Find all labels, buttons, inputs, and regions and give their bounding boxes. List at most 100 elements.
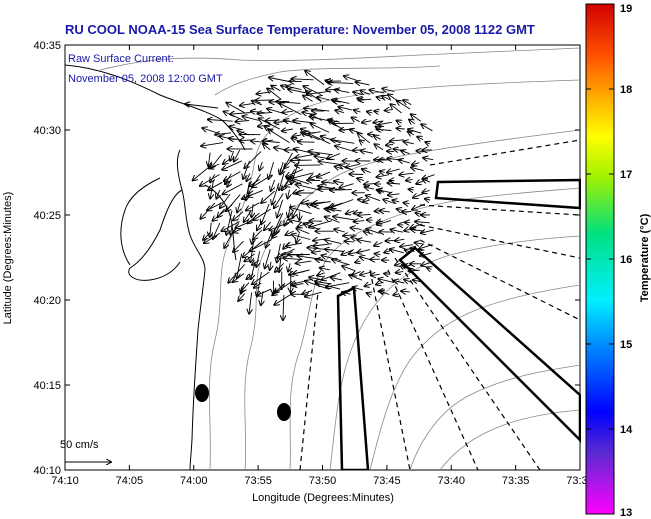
- current-vector: [309, 220, 333, 228]
- current-vector: [349, 275, 363, 281]
- current-vector: [303, 96, 313, 102]
- current-vector: [207, 201, 224, 210]
- current-vector: [218, 208, 225, 217]
- current-vector: [342, 266, 356, 272]
- current-vector: [317, 171, 331, 177]
- x-tick-label: 73:55: [244, 475, 272, 487]
- colorbar-tick-label: 16: [620, 254, 632, 266]
- shipping-lanes: [299, 139, 581, 470]
- current-vector: [220, 193, 231, 208]
- station-marker: [277, 403, 291, 421]
- current-vector: [228, 264, 246, 282]
- current-vector: [390, 140, 404, 141]
- reference-arrow: [185, 104, 219, 109]
- colorbar-tick-label: 17: [620, 169, 632, 181]
- x-axis-label: Longitude (Degrees:Minutes): [252, 492, 394, 504]
- current-vector: [271, 86, 281, 92]
- current-vector: [289, 220, 303, 223]
- current-vector: [286, 243, 303, 246]
- current-vector: [240, 140, 251, 141]
- current-vector: [357, 178, 364, 180]
- current-vector: [404, 229, 411, 231]
- current-vector: [415, 222, 430, 223]
- current-vector: [200, 174, 220, 186]
- current-vector: [289, 177, 310, 185]
- current-vector: [335, 90, 350, 93]
- current-vector: [252, 174, 273, 188]
- current-vector: [401, 291, 410, 292]
- current-vector: [230, 113, 251, 115]
- current-vector: [393, 294, 400, 296]
- current-vector: [374, 136, 381, 140]
- annotation-line1: Raw Surface Current:: [68, 53, 174, 65]
- current-vector: [237, 202, 240, 213]
- scale-label: 50 cm/s: [60, 439, 99, 451]
- current-vector: [362, 121, 372, 123]
- current-vector: [412, 163, 420, 165]
- current-vector: [396, 271, 404, 272]
- current-vector: [244, 253, 255, 262]
- current-vector: [254, 283, 262, 288]
- current-vector: [367, 293, 372, 295]
- current-vector: [366, 229, 380, 234]
- current-vector: [421, 262, 433, 265]
- current-vector: [249, 179, 260, 186]
- y-axis-ticks: 40:10 40:15 40:20 40:25 40:30 40:35: [33, 40, 580, 477]
- current-vector: [379, 122, 392, 124]
- current-vector: [391, 230, 403, 233]
- current-vector: [425, 199, 430, 200]
- current-vector: [208, 181, 223, 190]
- current-vector: [253, 208, 271, 220]
- current-vector: [259, 118, 281, 130]
- current-vector: [331, 278, 343, 280]
- current-vector: [328, 82, 354, 83]
- current-vector: [365, 284, 372, 286]
- current-vector: [327, 153, 341, 159]
- current-vector: [268, 129, 290, 143]
- current-vector: [375, 144, 384, 151]
- current-vector: [364, 184, 375, 185]
- current-vector: [241, 282, 250, 292]
- current-vector: [415, 243, 425, 245]
- current-vector: [388, 183, 401, 184]
- current-vector: [419, 244, 433, 249]
- current-vector: [339, 107, 352, 110]
- current-vector: [358, 133, 370, 144]
- current-vector: [423, 179, 431, 182]
- current-vector: [204, 232, 221, 243]
- current-vector: [229, 126, 242, 129]
- current-vector: [288, 263, 290, 271]
- current-vector: [367, 112, 373, 113]
- current-vector: [379, 291, 390, 295]
- current-vector: [277, 199, 284, 218]
- current-vector: [363, 200, 370, 202]
- current-vector: [269, 78, 292, 83]
- current-vector: [223, 159, 230, 164]
- current-vector: [272, 182, 280, 204]
- current-vector: [339, 183, 354, 188]
- current-vector: [282, 129, 293, 131]
- current-vector: [276, 102, 301, 104]
- current-vector: [409, 189, 414, 190]
- current-vector: [352, 118, 360, 122]
- current-vector: [421, 230, 434, 233]
- current-vector: [249, 292, 252, 314]
- y-tick-label: 40:20: [33, 295, 61, 307]
- current-vector: [422, 190, 430, 192]
- current-vector: [375, 254, 381, 255]
- current-vector: [335, 146, 353, 152]
- x-axis-ticks: 74:10 74:05 74:00 73:55 73:50 73:45 73:40 73:35…: [51, 45, 594, 487]
- current-vector: [385, 110, 393, 111]
- current-vector: [201, 142, 224, 147]
- current-vector: [366, 196, 381, 202]
- current-vector: [238, 293, 246, 301]
- current-vector: [377, 129, 392, 130]
- current-vector: [404, 280, 412, 283]
- current-vector: [253, 229, 263, 239]
- current-vector: [279, 173, 285, 191]
- current-vector: [305, 291, 322, 297]
- current-vector: [356, 82, 370, 85]
- x-tick-label: 74:05: [116, 475, 144, 487]
- current-vector: [279, 103, 302, 115]
- current-vector: [311, 202, 331, 205]
